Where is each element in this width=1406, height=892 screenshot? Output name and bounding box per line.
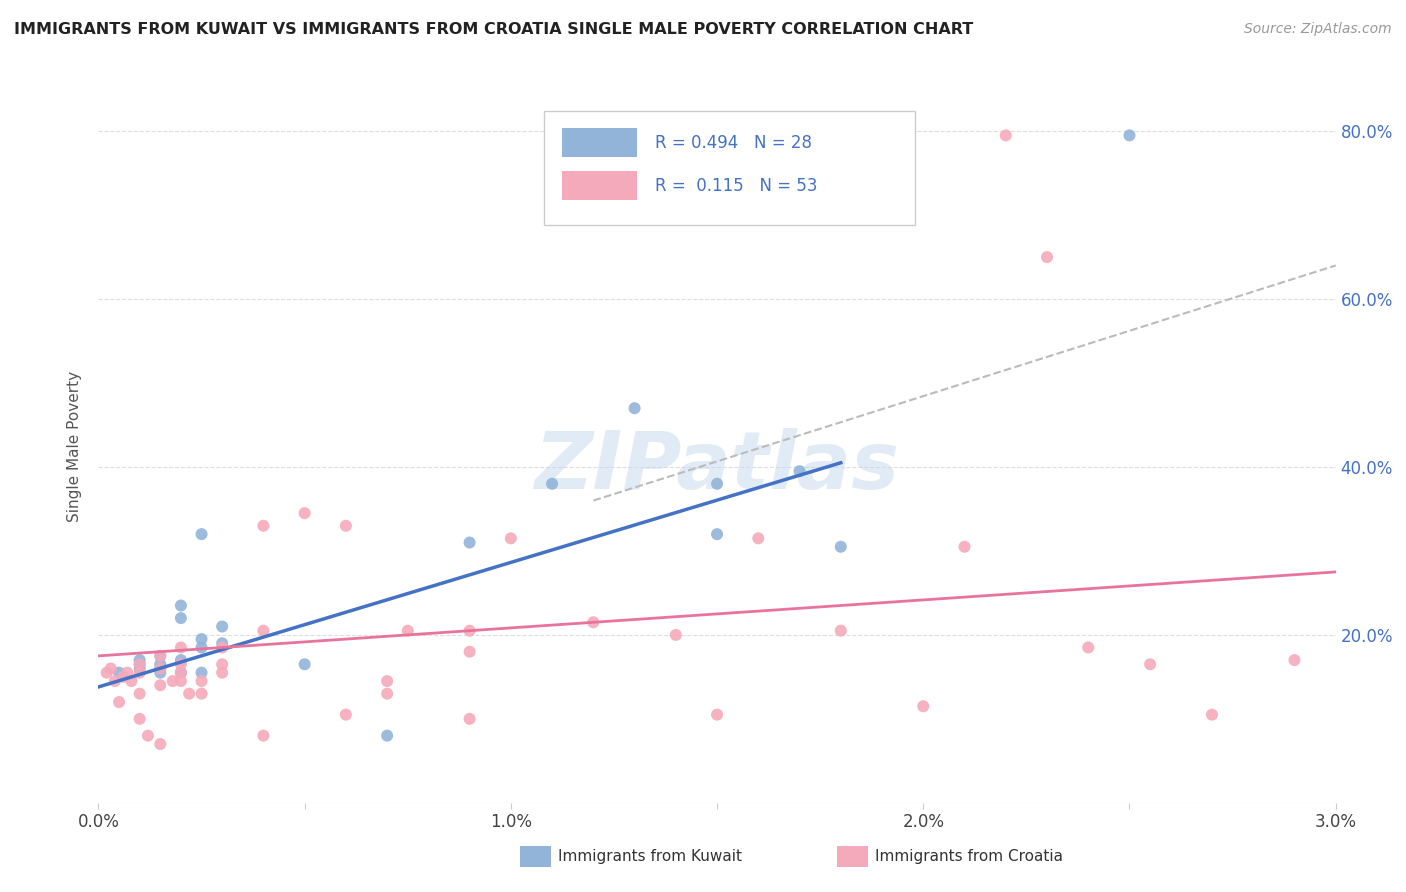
Y-axis label: Single Male Poverty: Single Male Poverty xyxy=(67,370,83,522)
Point xyxy=(211,640,233,655)
Point xyxy=(149,648,172,663)
Point xyxy=(179,687,201,701)
Point xyxy=(211,619,233,633)
Point xyxy=(1139,657,1161,672)
Point xyxy=(665,628,688,642)
Point xyxy=(623,401,645,416)
Point xyxy=(104,674,127,689)
Point xyxy=(747,532,769,546)
Point xyxy=(149,661,172,675)
Point xyxy=(994,128,1017,143)
Point xyxy=(211,636,233,650)
Point xyxy=(128,661,150,675)
Point xyxy=(108,665,131,680)
Point xyxy=(128,657,150,672)
FancyBboxPatch shape xyxy=(544,111,915,225)
Point xyxy=(128,653,150,667)
Point xyxy=(458,645,481,659)
Point xyxy=(108,695,131,709)
Point xyxy=(706,476,728,491)
Point xyxy=(170,653,193,667)
Point xyxy=(149,648,172,663)
Point xyxy=(1077,640,1099,655)
Point xyxy=(582,615,605,630)
Point xyxy=(830,624,852,638)
Point xyxy=(1118,128,1140,143)
Point xyxy=(128,712,150,726)
Point xyxy=(458,535,481,549)
Point xyxy=(211,665,233,680)
Point xyxy=(458,712,481,726)
Point xyxy=(120,674,142,689)
Point xyxy=(149,661,172,675)
Point xyxy=(396,624,419,638)
Point xyxy=(375,729,398,743)
Point xyxy=(149,678,172,692)
Point xyxy=(1036,250,1059,264)
Text: Source: ZipAtlas.com: Source: ZipAtlas.com xyxy=(1244,22,1392,37)
Point xyxy=(541,476,564,491)
Point xyxy=(149,665,172,680)
Point xyxy=(190,674,212,689)
Point xyxy=(190,687,212,701)
Point xyxy=(170,674,193,689)
Text: Immigrants from Kuwait: Immigrants from Kuwait xyxy=(558,849,742,863)
Point xyxy=(211,657,233,672)
Text: R = 0.494   N = 28: R = 0.494 N = 28 xyxy=(655,134,813,152)
Point xyxy=(170,665,193,680)
Point xyxy=(335,707,357,722)
Point xyxy=(136,729,159,743)
Point xyxy=(190,527,212,541)
Point xyxy=(706,527,728,541)
Point xyxy=(149,737,172,751)
Point xyxy=(117,665,139,680)
Point xyxy=(706,707,728,722)
Point xyxy=(252,518,274,533)
Point xyxy=(170,611,193,625)
Point xyxy=(252,729,274,743)
Point xyxy=(1201,707,1223,722)
Point xyxy=(149,657,172,672)
Point xyxy=(190,632,212,646)
Point xyxy=(170,665,193,680)
Point xyxy=(190,640,212,655)
Point xyxy=(789,464,811,478)
Point xyxy=(170,657,193,672)
Point xyxy=(252,624,274,638)
Point xyxy=(335,518,357,533)
Point xyxy=(499,532,522,546)
Point xyxy=(96,665,118,680)
Point xyxy=(375,674,398,689)
Point xyxy=(830,540,852,554)
Point xyxy=(953,540,976,554)
Point xyxy=(128,665,150,680)
Point xyxy=(912,699,935,714)
Point xyxy=(170,599,193,613)
Point xyxy=(128,687,150,701)
Text: Immigrants from Croatia: Immigrants from Croatia xyxy=(875,849,1063,863)
Text: R =  0.115   N = 53: R = 0.115 N = 53 xyxy=(655,177,818,194)
Point xyxy=(190,665,212,680)
Point xyxy=(128,657,150,672)
Point xyxy=(100,661,122,675)
Point xyxy=(112,670,135,684)
Point xyxy=(1284,653,1306,667)
FancyBboxPatch shape xyxy=(562,128,637,157)
Text: ZIPatlas: ZIPatlas xyxy=(534,428,900,507)
Point xyxy=(294,506,316,520)
Point xyxy=(170,640,193,655)
Point xyxy=(162,674,184,689)
Point xyxy=(458,624,481,638)
Text: IMMIGRANTS FROM KUWAIT VS IMMIGRANTS FROM CROATIA SINGLE MALE POVERTY CORRELATIO: IMMIGRANTS FROM KUWAIT VS IMMIGRANTS FRO… xyxy=(14,22,973,37)
FancyBboxPatch shape xyxy=(562,171,637,200)
Point xyxy=(294,657,316,672)
Point xyxy=(375,687,398,701)
